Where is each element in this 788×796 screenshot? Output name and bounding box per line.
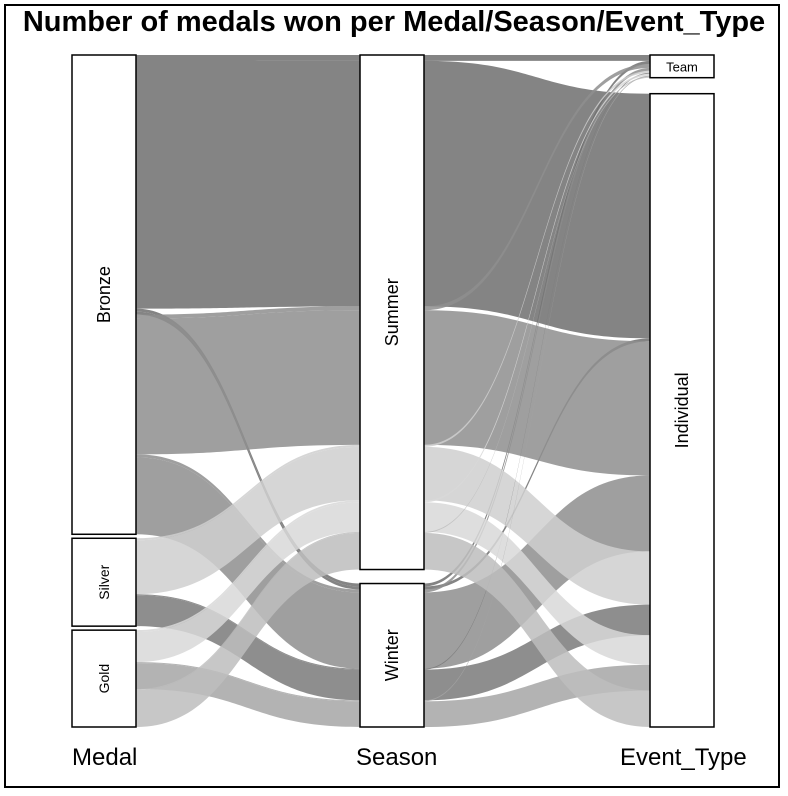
flow-season-9 [424,446,650,605]
node-label-bronze: Bronze [94,266,114,323]
flow-season-16 [424,76,650,533]
flow-medal-8 [136,444,360,541]
axis-label-medal: Medal [72,744,137,771]
node-silver [71,537,137,627]
flow-medal-1 [136,60,360,309]
node-summer [359,54,425,571]
axis-label-event-type: Event_Type [620,744,747,771]
flow-season-3 [424,338,650,590]
flow-medal-12 [136,500,360,633]
flow-medal-0 [136,55,360,61]
chart-title: Number of medals won per Medal/Season/Ev… [22,6,766,38]
flow-medal-14 [136,662,360,702]
flow-season-6 [424,67,650,593]
flow-season-2 [424,60,650,587]
chart-frame [4,4,780,788]
flow-season-5 [424,310,650,476]
flow-medal-16 [136,531,360,691]
node-label-individual: Individual [672,372,692,448]
flow-medal-4 [136,306,360,319]
node-bronze [71,54,137,536]
flow-medal-7 [136,457,360,669]
flow-medal-3 [136,311,360,590]
flow-season-10 [424,72,650,670]
node-team [649,54,715,79]
flow-season-8 [424,70,650,447]
flow-season-17 [424,532,650,727]
node-individual [649,92,715,728]
flow-season-12 [424,73,650,503]
flow-season-0 [424,55,650,61]
node-winter [359,582,425,728]
node-gold [71,629,137,728]
flow-medal-13 [136,502,360,663]
flow-medal-9 [136,446,360,595]
node-label-winter: Winter [382,629,402,681]
nodes-layer: Bronze Silver Gold Summer Winter Team Individu… [71,54,715,728]
flow-season-1 [424,60,650,339]
flow-season-13 [424,502,650,665]
flow-season-4 [424,63,650,311]
flows-layer [136,55,650,727]
node-label-summer: Summer [382,278,402,346]
node-label-silver: Silver [96,564,112,599]
axis-label-season: Season [356,744,437,771]
flow-medal-17 [136,532,360,727]
flow-season-14 [424,75,650,702]
node-label-team: Team [666,59,698,74]
axis-labels-layer: Medal Season Event_Type [72,744,747,771]
node-label-gold: Gold [96,664,112,694]
flow-medal-5 [136,310,360,455]
